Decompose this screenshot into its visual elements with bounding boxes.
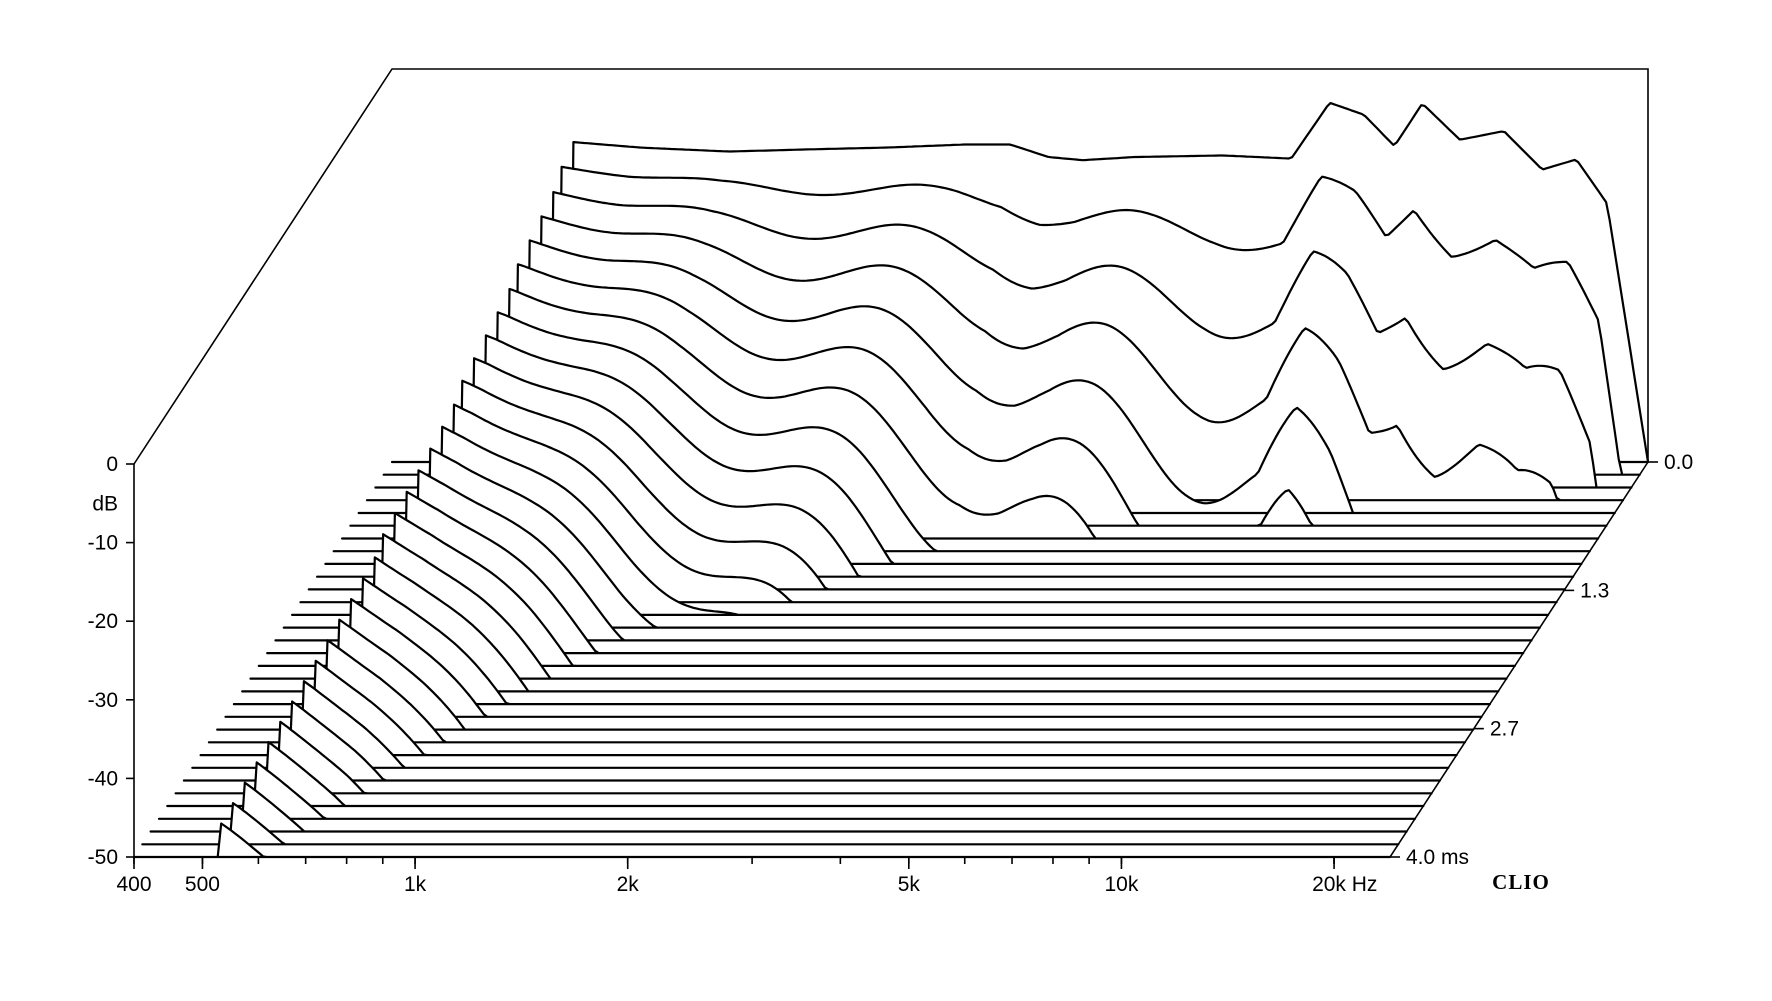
waterfall-slice: [232, 577, 1491, 706]
waterfall-slice: [282, 447, 1541, 629]
y-unit-label: dB: [92, 492, 118, 515]
x-tick-label: 500: [185, 873, 220, 896]
waterfall-slice: [241, 556, 1500, 693]
waterfall-slice: [249, 533, 1508, 680]
x-tick-label: 5k: [898, 873, 921, 896]
waterfall-slice: [141, 802, 1400, 846]
time-tick-label: 0.0: [1664, 451, 1693, 474]
waterfall-slice: [149, 781, 1408, 833]
y-tick-label: -40: [88, 767, 118, 790]
y-tick-label: -10: [88, 532, 118, 555]
x-tick-label: 20k Hz: [1312, 873, 1377, 896]
time-axis-line: [1389, 461, 1649, 858]
time-tick-label: 2.7: [1490, 718, 1519, 741]
x-tick-label: 2k: [617, 873, 640, 896]
time-tick-label: 4.0 ms: [1406, 846, 1469, 869]
y-tick-label: -30: [88, 689, 118, 712]
waterfall-slice: [291, 425, 1550, 616]
waterfall-slice: [132, 822, 1392, 859]
time-tick-label: 1.3: [1580, 579, 1609, 602]
waterfall-slice: [257, 512, 1516, 667]
waterfall-slice: [274, 469, 1533, 642]
waterfall-slices: [132, 102, 1650, 859]
y-tick-label: -50: [88, 846, 118, 869]
y-tick-label: -20: [88, 610, 118, 633]
chart-axes: 0 -10 -20 -30 -40 -50 dB 400 500 1k 2k 5k 10k 20k Hz 0…: [88, 451, 1694, 896]
clio-logo: CLIO: [1492, 870, 1550, 894]
waterfall-slice: [266, 490, 1525, 655]
x-tick-label: 10k: [1105, 873, 1139, 896]
x-tick-label: 1k: [404, 873, 427, 896]
back-wall: [133, 68, 1649, 465]
y-tick-label: 0: [106, 453, 118, 476]
x-tick-label: 400: [116, 873, 151, 896]
